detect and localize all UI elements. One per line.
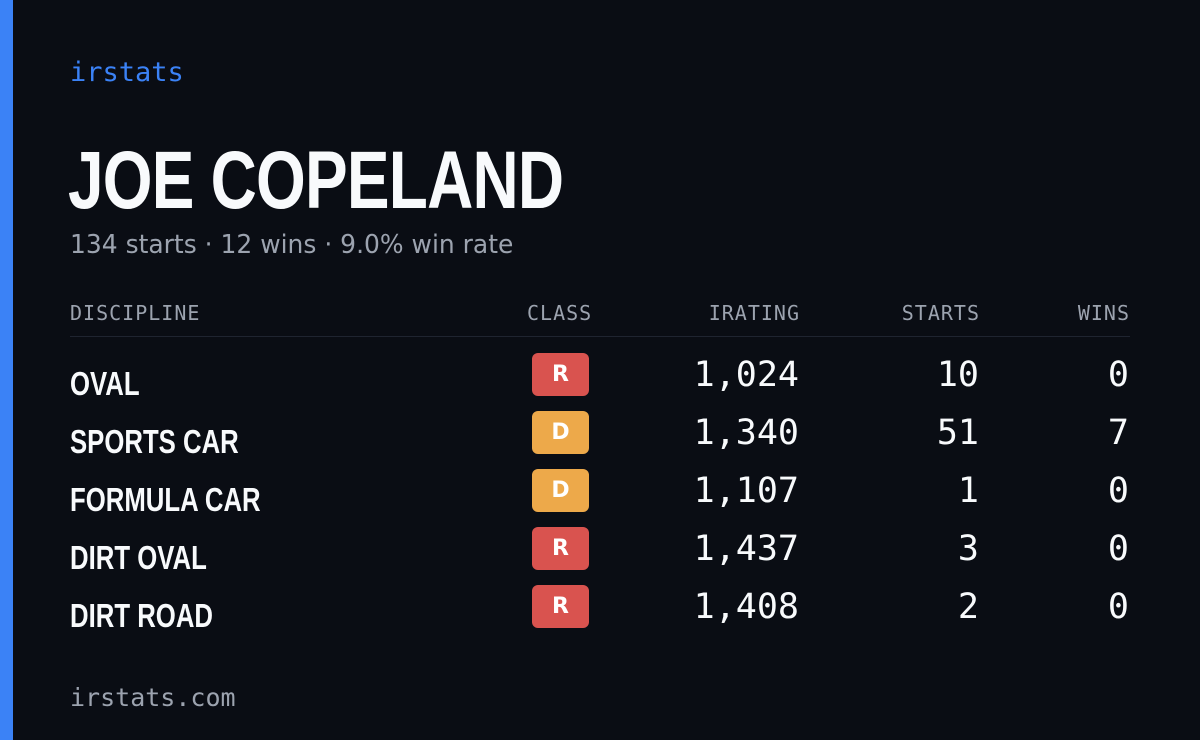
discipline-name: DIRT OVAL (70, 539, 207, 576)
wins-value: 7 (1107, 413, 1129, 453)
license-class-badge: D (532, 411, 589, 454)
wins-value: 0 (1107, 529, 1129, 569)
irating-value: 1,437 (693, 529, 799, 569)
discipline-name: FORMULA CAR (70, 481, 261, 518)
header-discipline: DISCIPLINE (70, 301, 201, 325)
header-wins: WINS (1077, 301, 1130, 325)
discipline-name: DIRT ROAD (70, 597, 213, 634)
discipline-name: SPORTS CAR (70, 423, 239, 460)
starts-value: 2 (957, 587, 979, 627)
table-row: SPORTS CAR D 1,340 51 7 (70, 409, 1130, 467)
irating-value: 1,340 (693, 413, 799, 453)
driver-summary: 134 starts · 12 wins · 9.0% win rate (70, 230, 514, 260)
table-header: DISCIPLINE CLASS IRATING STARTS WINS (70, 296, 1130, 337)
irating-value: 1,107 (693, 471, 799, 511)
wins-value: 0 (1107, 471, 1129, 511)
irating-value: 1,024 (693, 355, 799, 395)
table-row: DIRT OVAL R 1,437 3 0 (70, 525, 1130, 583)
table-row: FORMULA CAR D 1,107 1 0 (70, 467, 1130, 525)
starts-value: 51 (936, 413, 979, 453)
driver-name: JOE COPELAND (68, 135, 564, 226)
brand-logo-text: irstats (70, 57, 184, 88)
starts-value: 3 (957, 529, 979, 569)
license-class-badge: R (532, 353, 589, 396)
wins-value: 0 (1107, 587, 1129, 627)
header-starts: STARTS (901, 301, 980, 325)
irating-value: 1,408 (693, 587, 799, 627)
table-row: DIRT ROAD R 1,408 2 0 (70, 583, 1130, 641)
wins-value: 0 (1107, 355, 1129, 395)
discipline-table: DISCIPLINE CLASS IRATING STARTS WINS OVA… (70, 296, 1130, 641)
accent-bar (0, 0, 13, 740)
footer-url: irstats.com (70, 683, 236, 712)
license-class-badge: R (532, 585, 589, 628)
table-body: OVAL R 1,024 10 0 SPORTS CAR D 1,340 51 … (70, 337, 1130, 641)
table-row: OVAL R 1,024 10 0 (70, 351, 1130, 409)
discipline-name: OVAL (70, 365, 140, 402)
header-irating: IRATING (708, 301, 800, 325)
license-class-badge: R (532, 527, 589, 570)
starts-value: 10 (936, 355, 979, 395)
header-class: CLASS (527, 301, 593, 325)
starts-value: 1 (957, 471, 979, 511)
license-class-badge: D (532, 469, 589, 512)
